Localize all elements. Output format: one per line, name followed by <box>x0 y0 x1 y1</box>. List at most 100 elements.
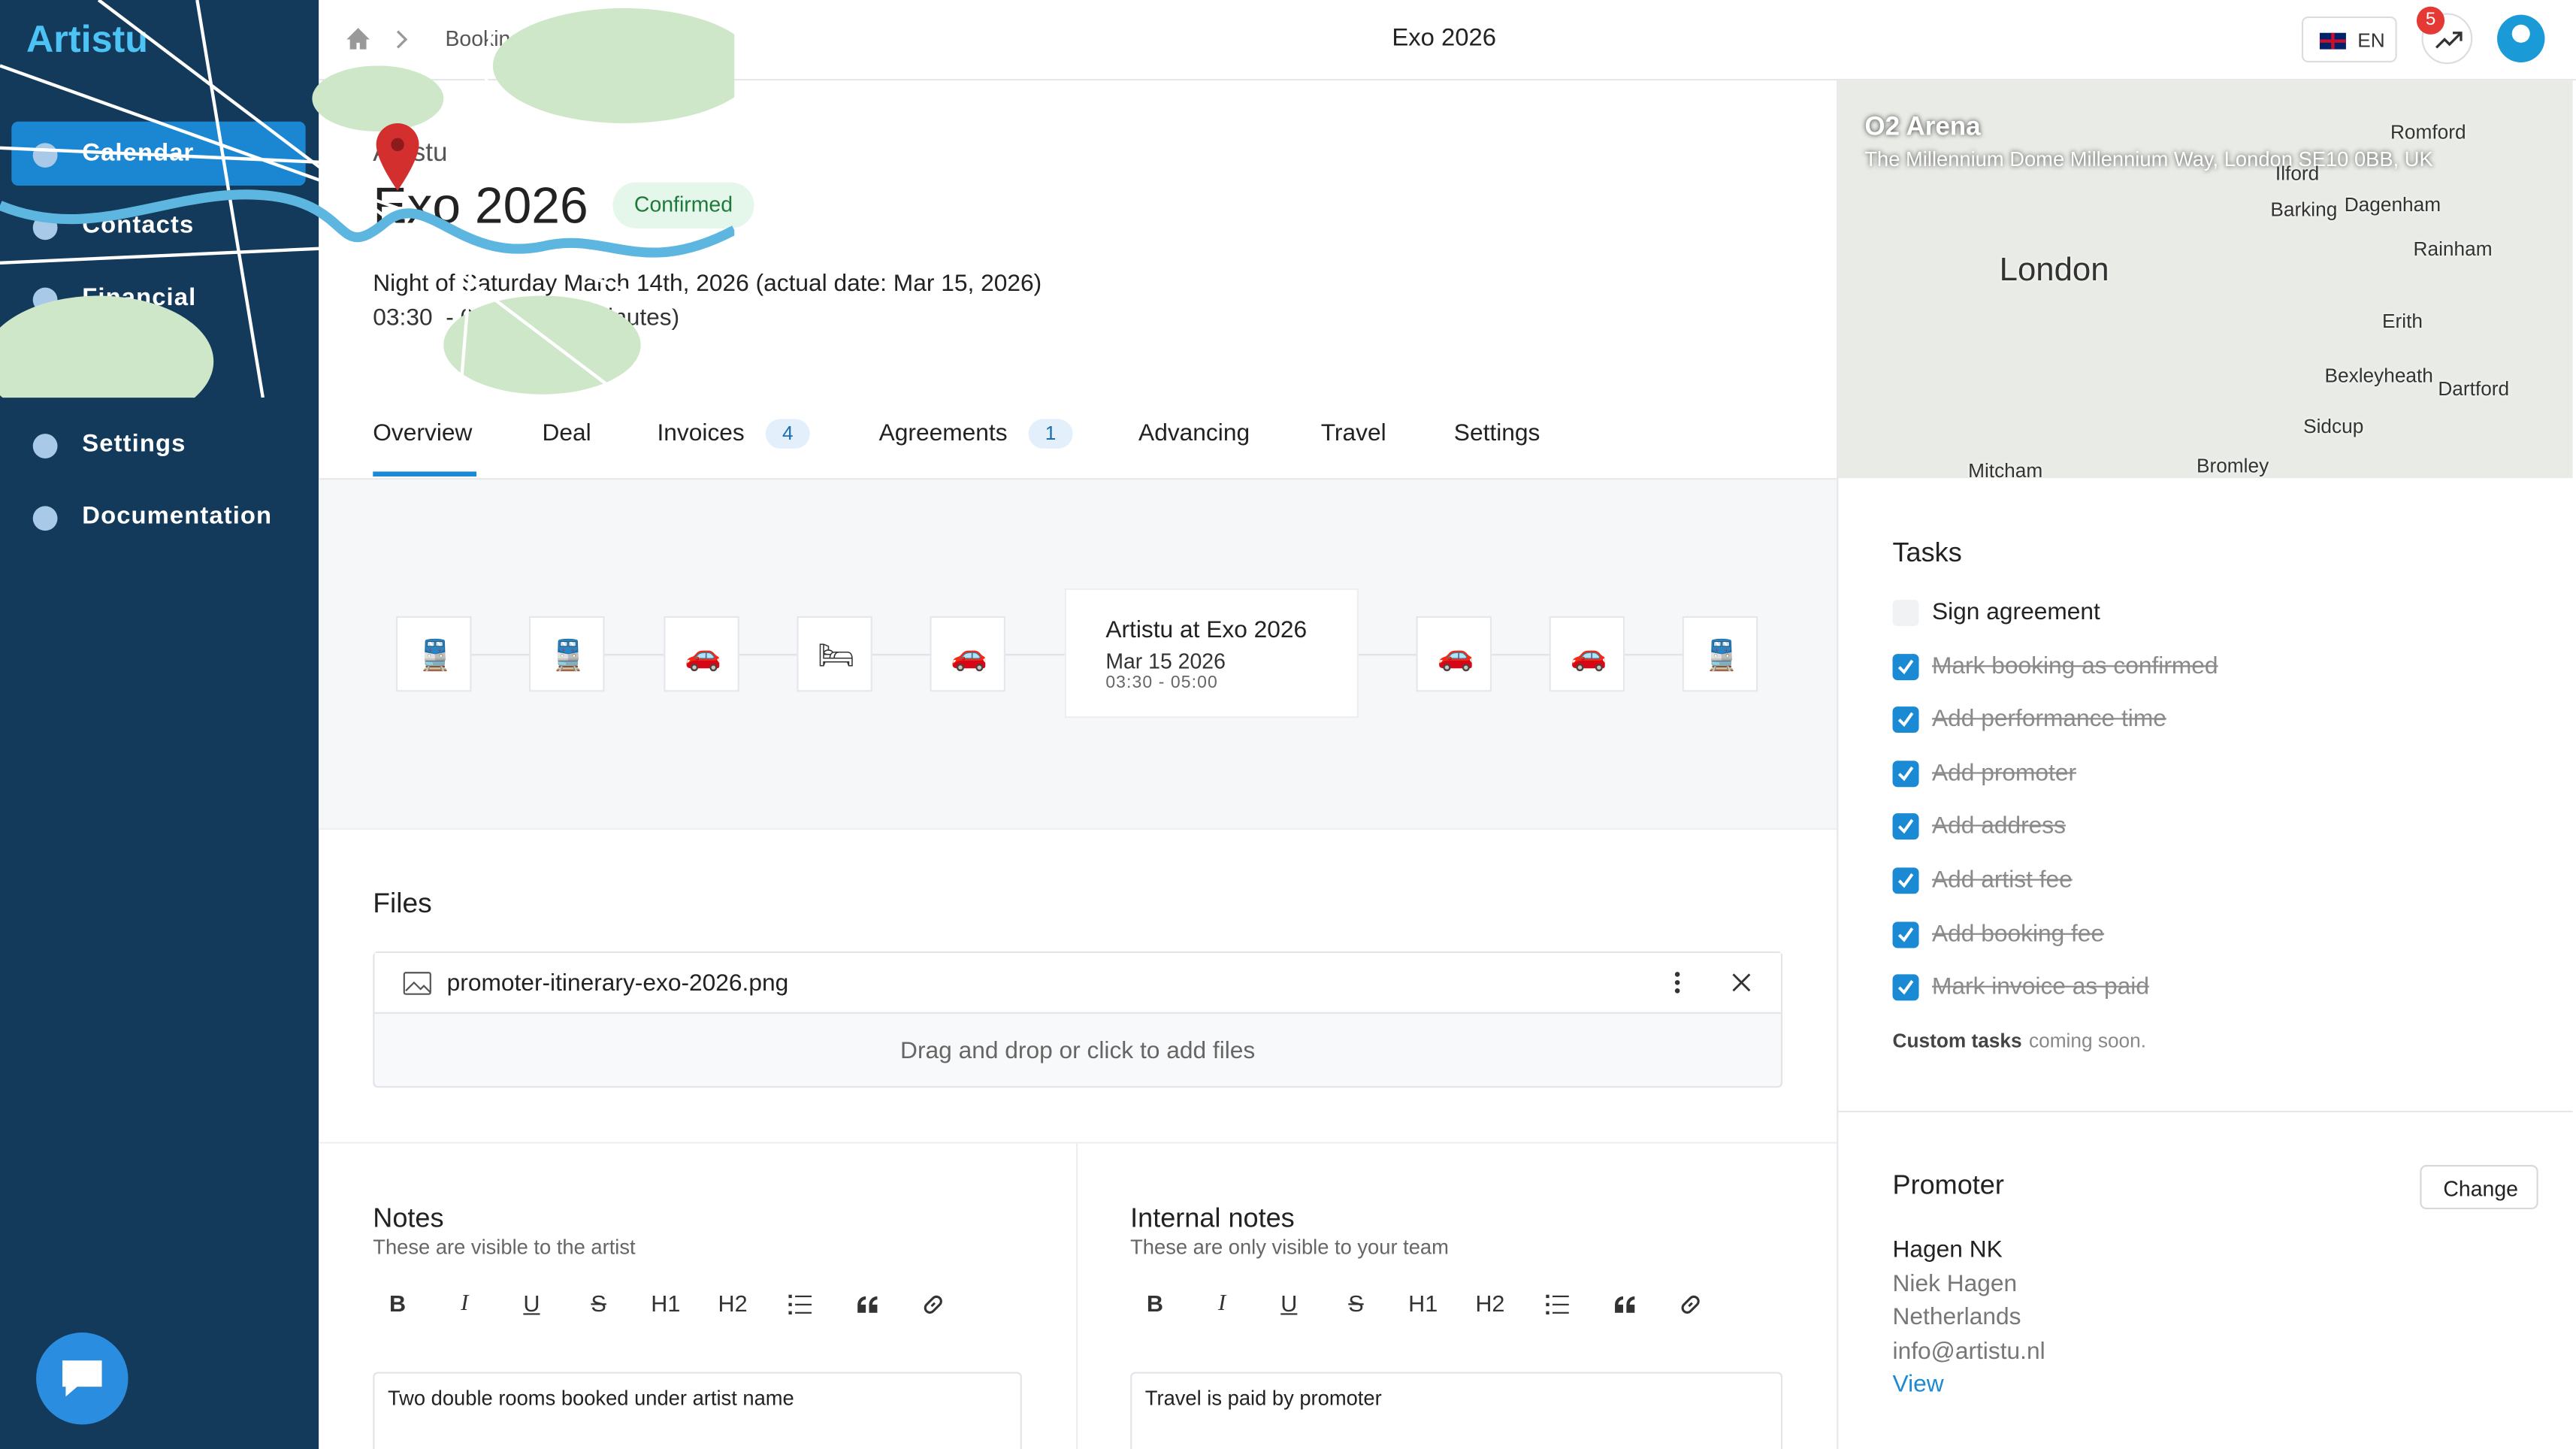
notification-badge: 5 <box>2417 7 2444 35</box>
map-place: Ilford <box>2275 162 2319 186</box>
toolbar-button[interactable]: H1 <box>651 1290 680 1319</box>
toolbar-button[interactable]: S <box>591 1290 606 1319</box>
section-border <box>319 828 1837 830</box>
task-checkbox[interactable] <box>1893 814 1919 840</box>
language-button[interactable]: EN <box>2302 17 2397 62</box>
event-date: Mar 15 2026 <box>1105 649 1226 676</box>
event-title: Artistu at Exo 2026 <box>1105 616 1307 646</box>
toolbar-button[interactable]: I <box>1218 1290 1226 1319</box>
timeline-item[interactable]: 🚗 <box>1550 616 1625 692</box>
task-checkbox[interactable] <box>1893 867 1919 894</box>
avatar-head <box>2512 25 2530 43</box>
change-label: Change <box>2443 1175 2518 1202</box>
timeline-item[interactable]: 🚆 <box>1683 616 1758 692</box>
notes-title: Internal notes <box>1130 1202 1295 1236</box>
toolbar-button[interactable] <box>1613 1295 1637 1314</box>
notes-subtitle: These are visible to the artist <box>373 1236 635 1261</box>
change-button[interactable]: Change <box>2420 1165 2538 1209</box>
toolbar-button[interactable]: H2 <box>1475 1290 1504 1319</box>
tab[interactable]: Travel <box>1321 419 1386 449</box>
trend-icon <box>2435 29 2463 49</box>
toolbar-button[interactable]: H2 <box>718 1290 747 1319</box>
tab-count: 4 <box>782 422 794 446</box>
task-label: Add address <box>1932 812 2066 842</box>
toolbar-button[interactable]: B <box>389 1290 406 1319</box>
chat-icon <box>58 1357 107 1400</box>
tab[interactable]: Invoices <box>657 419 744 449</box>
toolbar-button[interactable]: U <box>1280 1290 1297 1319</box>
task-checkbox[interactable] <box>1893 975 1919 1001</box>
timeline-icon: 🚆 <box>417 637 454 674</box>
timeline-icon: 🚗 <box>1437 637 1474 674</box>
timeline-item[interactable]: 🚗 <box>664 616 739 692</box>
map-place: Bexleyheath <box>2325 364 2433 389</box>
nav-item[interactable]: Documentation <box>82 502 272 533</box>
timeline-item[interactable]: 🚆 <box>529 616 605 692</box>
toolbar-button[interactable]: S <box>1348 1290 1363 1319</box>
timeline-item[interactable]: 🛏 <box>797 616 872 692</box>
tasks-footer-strong: Custom tasks <box>1893 1030 2022 1054</box>
files-box: promoter-itinerary-exo-2026.png Drag and … <box>373 951 1782 1088</box>
map-place: Dartford <box>2438 377 2509 402</box>
timeline-event[interactable]: Artistu at Exo 2026Mar 15 202603:30 - 05… <box>1065 588 1359 718</box>
map-place: Rainham <box>2414 237 2493 262</box>
timeline-icon: 🚗 <box>951 637 987 674</box>
notes-text: Travel is paid by promoter <box>1145 1387 1382 1413</box>
timeline-item[interactable]: 🚗 <box>1416 616 1492 692</box>
chat-button[interactable] <box>36 1333 128 1424</box>
toolbar-button[interactable] <box>856 1295 879 1314</box>
tab[interactable]: Deal <box>542 419 591 449</box>
toolbar-button[interactable]: B <box>1147 1290 1163 1319</box>
toolbar-button[interactable] <box>788 1293 812 1317</box>
file-remove[interactable] <box>1731 973 1751 992</box>
map-graphic <box>0 0 734 398</box>
timeline-item[interactable]: 🚗 <box>930 616 1005 692</box>
timeline-icon: 🚗 <box>685 637 721 674</box>
file-menu[interactable] <box>1673 970 1683 996</box>
toolbar-button[interactable]: I <box>461 1290 468 1319</box>
tab[interactable]: Agreements <box>879 419 1008 449</box>
files-title: Files <box>373 886 431 921</box>
notification-count: 5 <box>2426 9 2435 32</box>
task-checkbox[interactable] <box>1893 761 1919 787</box>
check-icon <box>1897 819 1914 836</box>
language: EN <box>2357 29 2384 53</box>
tab-underline <box>373 471 476 476</box>
promoter-email: info@artistu.nl <box>1893 1337 2045 1367</box>
map: O2 ArenaThe Millennium Dome Millennium W… <box>1838 80 2572 478</box>
avatar[interactable] <box>2497 15 2544 62</box>
timeline-icon: 🚆 <box>1704 637 1740 674</box>
tab[interactable]: Settings <box>1454 419 1540 449</box>
task-checkbox[interactable] <box>1893 653 1919 679</box>
task-label: Add promoter <box>1932 758 2076 788</box>
tasks-footer: coming soon. <box>2029 1030 2146 1054</box>
nav-item[interactable]: Settings <box>82 430 186 461</box>
task-checkbox[interactable] <box>1893 600 1919 626</box>
check-icon <box>1897 926 1914 942</box>
notes-editor[interactable]: Travel is paid by promoter <box>1130 1372 1782 1449</box>
toolbar-button[interactable] <box>921 1293 945 1317</box>
task-checkbox[interactable] <box>1893 921 1919 948</box>
toolbar-button[interactable]: H1 <box>1408 1290 1438 1319</box>
check-icon <box>1897 765 1914 782</box>
task-label: Add artist fee <box>1932 866 2073 896</box>
notes-subtitle: These are only visible to your team <box>1130 1236 1449 1261</box>
task-label: Add booking fee <box>1932 919 2104 949</box>
nav-icon <box>32 504 59 532</box>
notes-title: Notes <box>373 1202 443 1236</box>
promoter-link[interactable]: View <box>1893 1370 1944 1400</box>
tasks-title: Tasks <box>1893 537 1962 570</box>
tab[interactable]: Advancing <box>1138 419 1250 449</box>
toolbar-button[interactable]: U <box>523 1290 540 1319</box>
tab[interactable]: Overview <box>373 419 472 449</box>
timeline-item[interactable]: 🚆 <box>396 616 472 692</box>
toolbar-button[interactable] <box>1546 1293 1569 1317</box>
flag <box>2320 33 2346 50</box>
toolbar-button[interactable] <box>1679 1293 1702 1317</box>
dropzone[interactable]: Drag and drop or click to add files <box>900 1036 1255 1066</box>
promoter-name: Hagen NK <box>1893 1236 2003 1266</box>
task-checkbox[interactable] <box>1893 706 1919 733</box>
column-border <box>1076 1144 1078 1449</box>
file-name[interactable]: promoter-itinerary-exo-2026.png <box>447 970 789 1000</box>
notes-editor[interactable]: Two double rooms booked under artist nam… <box>373 1372 1022 1449</box>
